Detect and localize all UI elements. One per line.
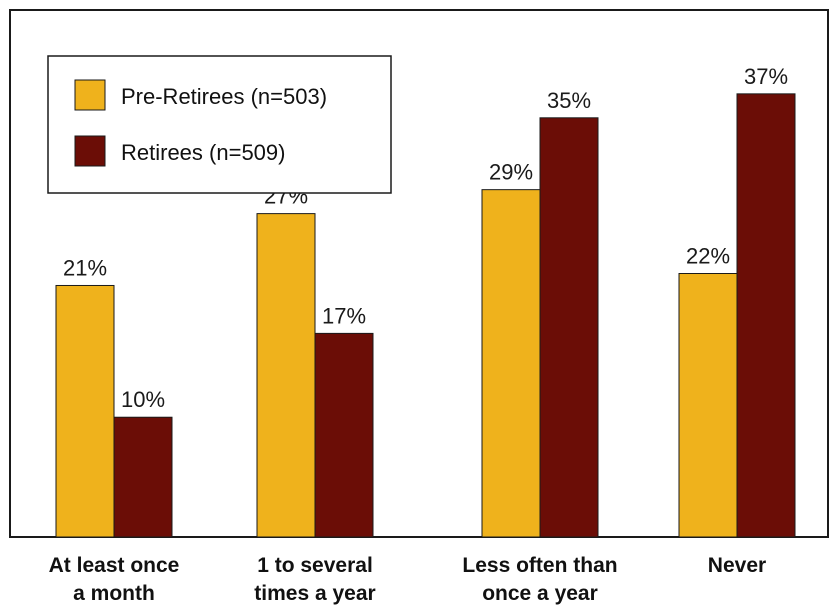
legend-label-retirees: Retirees (n=509) — [121, 140, 285, 165]
category-label-2-line-1: 1 to several — [257, 554, 373, 577]
bar-retirees-3 — [539, 117, 599, 538]
value-label-pre-retirees-4: 22% — [686, 244, 730, 269]
category-label-1-line-1: At least once — [49, 554, 180, 577]
bar-pre-retirees-3 — [481, 189, 541, 538]
value-label-retirees-3: 35% — [547, 88, 591, 113]
legend-swatch-pre-retirees — [74, 79, 106, 111]
category-label-2-line-2: times a year — [254, 582, 375, 605]
bar-retirees-1 — [113, 416, 173, 538]
value-label-retirees-1: 10% — [121, 387, 165, 412]
legend: Pre-Retirees (n=503) Retirees (n=509) — [47, 55, 392, 194]
category-label-1-line-2: a month — [73, 582, 155, 605]
category-label-3-line-1: Less often than — [462, 554, 617, 577]
value-label-pre-retirees-3: 29% — [489, 160, 533, 185]
bar-pre-retirees-1 — [55, 284, 115, 538]
bar-pre-retirees-4 — [678, 273, 738, 538]
category-labels-layer: At least once a month 1 to several times a … — [49, 554, 767, 605]
bars-layer — [55, 93, 796, 538]
category-label-3-line-2: once a year — [482, 582, 598, 605]
legend-box — [47, 55, 392, 194]
category-label-4-line-1: Never — [708, 554, 766, 577]
bar-pre-retirees-2 — [256, 213, 316, 538]
bar-retirees-2 — [314, 332, 374, 538]
value-label-pre-retirees-1: 21% — [63, 255, 107, 280]
value-labels-layer: 21%10%27%17%29%35%22%37% — [63, 64, 788, 412]
legend-swatch-retirees — [74, 135, 106, 167]
bar-retirees-4 — [736, 93, 796, 538]
value-label-retirees-2: 17% — [322, 303, 366, 328]
value-label-retirees-4: 37% — [744, 64, 788, 89]
legend-label-pre-retirees: Pre-Retirees (n=503) — [121, 84, 327, 109]
